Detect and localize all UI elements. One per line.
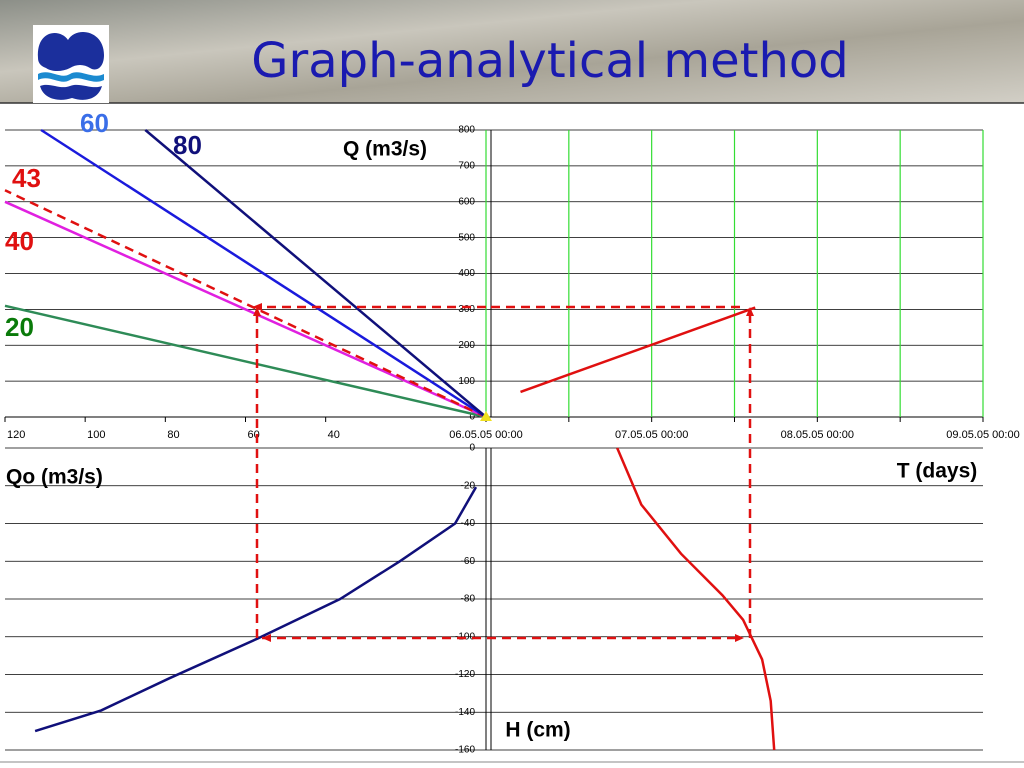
axis-label: Q (m3/s) [343,138,427,161]
y-tick-label: 100 [458,376,475,387]
origin-marker [480,411,492,421]
axis-label: Qo (m3/s) [6,466,103,489]
y-tick-label: -40 [461,518,476,529]
y-tick-label: -160 [455,745,475,756]
series-label: 40 [5,226,34,256]
y-tick-label: 400 [458,268,475,279]
series-label: 60 [80,108,109,138]
y-tick-label: -140 [455,707,475,718]
y-tick-label: 300 [458,304,475,315]
y-tick-label: 0 [469,443,475,454]
guide-arrowheads [252,303,754,642]
data-line [4,200,487,419]
data-line [144,129,487,418]
y-tick-label: 500 [458,232,475,243]
x-tick-label: 06.05.05 00:00 [449,429,522,441]
logo [33,25,109,103]
data-line [40,128,487,419]
y-tick-label: 600 [458,196,475,207]
y-tick-label: -80 [461,594,476,605]
slide-title: Graph-analytical method [251,33,848,89]
data-line [4,189,487,419]
axis-label: T (days) [897,460,978,483]
series-label: 43 [12,163,41,193]
x-tick-label: 09.05.05 00:00 [946,429,1019,441]
guide-lines [255,305,752,640]
data-line [616,447,776,751]
y-tick-label: 800 [458,125,475,136]
data-line [34,486,478,733]
y-tick-label: -60 [461,556,476,567]
header-background [0,0,1024,103]
series-label: 80 [173,130,202,160]
data-line [4,304,487,419]
series-label: 20 [5,312,34,342]
data-line [520,306,756,394]
x-tick-label: 40 [328,429,340,441]
y-tick-label: 200 [458,340,475,351]
y-tick-label: -120 [455,669,475,680]
x-tick-label: 08.05.05 00:00 [781,429,854,441]
x-tick-label: 80 [167,429,179,441]
x-tick-label: 100 [87,429,105,441]
y-tick-label: 0 [469,412,475,423]
x-tick-label: 07.05.05 00:00 [615,429,688,441]
y-tick-label: -20 [461,480,476,491]
axis-label: H (cm) [505,719,570,742]
y-tick-label: 700 [458,161,475,172]
x-tick-label: 120 [7,429,25,441]
